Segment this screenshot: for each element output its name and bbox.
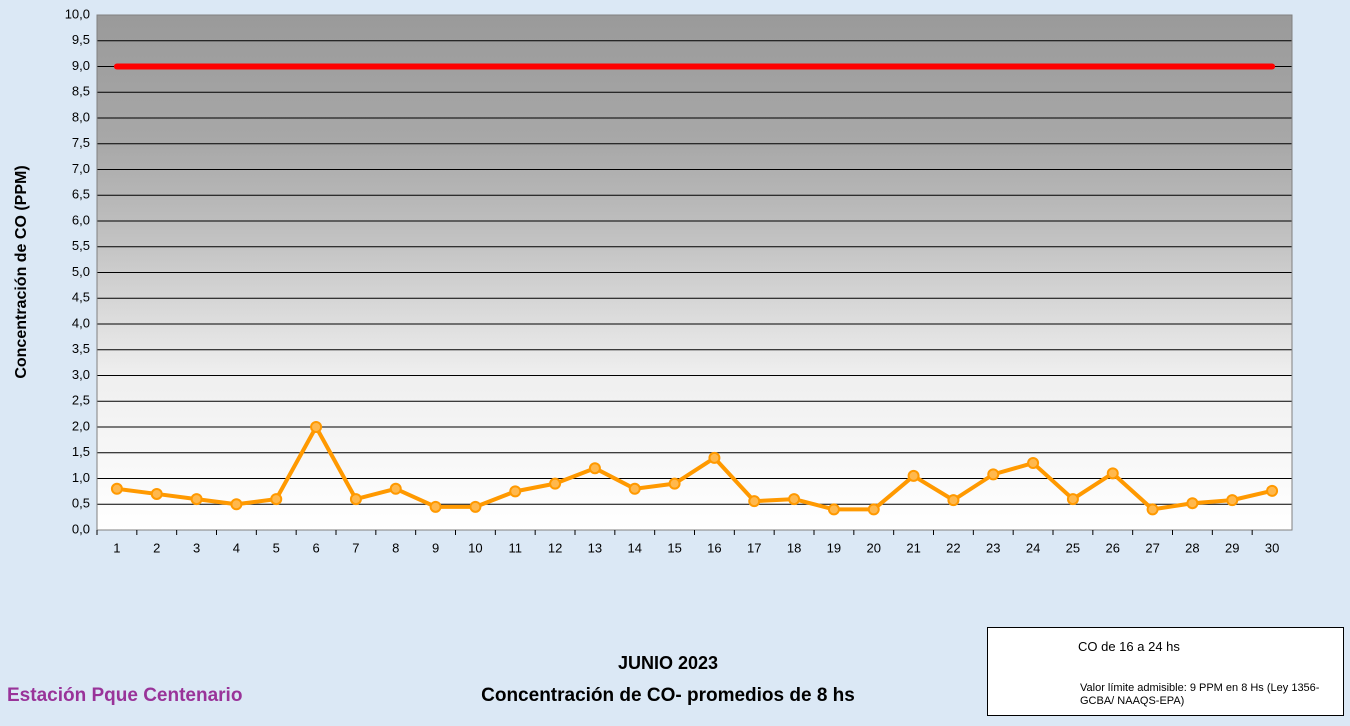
data-point [1066,493,1079,506]
data-point [987,468,1000,481]
x-tick-label: 5 [273,540,280,555]
y-axis-label: Concentración de CO (PPM) [13,165,30,378]
y-tick-label: 9,5 [72,32,90,47]
y-tick-label: 6,0 [72,212,90,227]
data-point [788,493,801,506]
x-tick-label: 15 [667,540,681,555]
x-tick-label: 21 [906,540,920,555]
y-tick-label: 1,0 [72,470,90,485]
x-tick-label: 7 [352,540,359,555]
data-point [429,500,442,513]
y-tick-label: 2,0 [72,418,90,433]
x-tick-label: 30 [1265,540,1279,555]
series-line [114,425,1275,512]
x-tick-label: 10 [468,540,482,555]
data-point [1186,497,1199,510]
data-point [110,482,123,495]
x-tick-label: 27 [1145,540,1159,555]
x-tick-label: 1 [113,540,120,555]
x-tick-label: 2 [153,540,160,555]
data-point [748,495,761,508]
x-tick-label: 24 [1026,540,1040,555]
y-tick-label: 8,0 [72,109,90,124]
data-point [1266,484,1279,497]
x-tick-label: 16 [707,540,721,555]
chart-title: JUNIO 2023 [618,653,718,673]
data-point [270,493,283,506]
x-tick-label: 12 [548,540,562,555]
x-tick-label: 6 [312,540,319,555]
x-tick-label: 14 [628,540,642,555]
x-tick-label: 3 [193,540,200,555]
station-label: Estación Pque Centenario [7,685,242,706]
data-point [1027,457,1040,470]
x-tick-label: 11 [509,540,523,555]
data-point [1106,467,1119,480]
data-point [549,477,562,490]
x-tick-label: 17 [747,540,761,555]
y-tick-label: 1,5 [72,444,90,459]
x-tick-label: 25 [1066,540,1080,555]
data-point [389,482,402,495]
data-point [469,500,482,513]
y-tick-label: 0,0 [72,521,90,536]
x-tick-label: 13 [588,540,602,555]
x-tick-label: 26 [1106,540,1120,555]
y-tick-label: 9,0 [72,58,90,73]
data-point [827,503,840,516]
data-point [150,487,163,500]
data-point [628,482,641,495]
data-point [907,469,920,482]
legend-label: Valor límite admisible: 9 PPM en 8 Hs (L… [1080,682,1320,707]
y-tick-label: 4,5 [72,290,90,305]
data-point [867,503,880,516]
data-point [1226,494,1239,507]
y-tick-label: 10,0 [65,6,90,21]
y-tick-label: 5,0 [72,264,90,279]
y-tick-label: 2,5 [72,393,90,408]
x-tick-label: 22 [946,540,960,555]
x-tick-label: 29 [1225,540,1239,555]
y-tick-label: 5,5 [72,238,90,253]
x-tick-label: 28 [1185,540,1199,555]
data-point [349,493,362,506]
data-point [947,494,960,507]
data-point [708,451,721,464]
data-point [588,462,601,475]
x-tick-label: 9 [432,540,439,555]
x-tick-label: 4 [233,540,240,555]
data-point [668,477,681,490]
y-tick-label: 0,5 [72,496,90,511]
chart-subtitle: Concentración de CO- promedios de 8 hs [481,685,855,706]
y-tick-label: 6,5 [72,187,90,202]
y-tick-label: 7,5 [72,135,90,150]
data-point [1146,503,1159,516]
data-point [190,493,203,506]
y-tick-label: 3,0 [72,367,90,382]
data-point [230,498,243,511]
y-tick-label: 7,0 [72,161,90,176]
x-tick-label: 19 [827,540,841,555]
y-tick-label: 3,5 [72,341,90,356]
legend-label: CO de 16 a 24 hs [1078,639,1180,654]
y-tick-label: 8,5 [72,84,90,99]
data-point [310,421,323,433]
y-tick-label: 4,0 [72,315,90,330]
x-tick-label: 18 [787,540,801,555]
x-tick-label: 8 [392,540,399,555]
legend: CO de 16 a 24 hs Valor límite admisible: … [987,627,1344,716]
x-tick-label: 23 [986,540,1000,555]
x-tick-label: 20 [867,540,881,555]
data-point [509,485,522,498]
